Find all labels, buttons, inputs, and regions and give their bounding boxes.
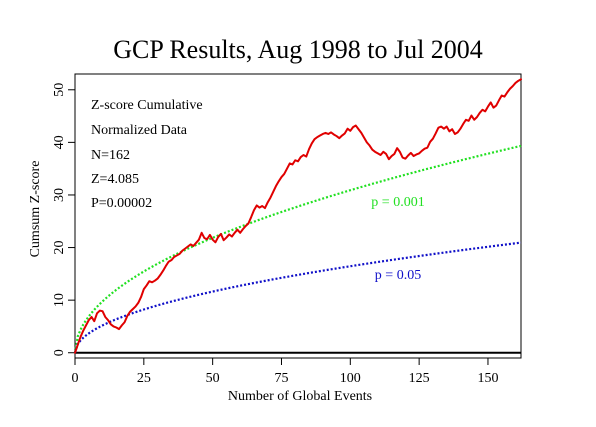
x-tick-label: 25 [137, 371, 151, 386]
annotation-z: Z=4.085 [91, 172, 139, 187]
x-axis-label: Number of Global Events [228, 389, 372, 404]
x-tick-label: 100 [340, 371, 361, 386]
series-label-0: p = 0.001 [371, 195, 424, 210]
y-tick-label: 40 [52, 135, 67, 149]
series-line-p--005 [73, 241, 522, 354]
annotation-p: P=0.00002 [91, 196, 152, 211]
annotation-title: Z-score Cumulative [91, 98, 203, 113]
plot-frame [74, 73, 522, 359]
x-tick-label: 150 [477, 371, 498, 386]
series-line-zscore [74, 78, 522, 354]
series-line-p--0001 [73, 144, 522, 353]
x-tick-label: 50 [206, 371, 220, 386]
annotation-n: N=162 [91, 148, 130, 163]
y-tick-label: 30 [52, 188, 67, 202]
x-tick-label: 75 [274, 371, 288, 386]
y-axis-label: Cumsum Z-score [28, 161, 43, 258]
x-tick-label: 0 [72, 371, 79, 386]
y-tick-label: 0 [52, 349, 67, 356]
x-tick-label: 125 [409, 371, 430, 386]
chart-title: GCP Results, Aug 1998 to Jul 2004 [113, 35, 483, 64]
chart-body: 0 25 50 75 100 125 150 0 10 20 30 40 50 p = 0.001 p = … [52, 73, 522, 386]
y-tick-label: 20 [52, 241, 67, 255]
y-tick-label: 10 [52, 293, 67, 307]
annotation-subtitle: Normalized Data [91, 123, 188, 138]
y-tick-label: 50 [52, 83, 67, 97]
series-label-1: p = 0.05 [375, 268, 421, 283]
